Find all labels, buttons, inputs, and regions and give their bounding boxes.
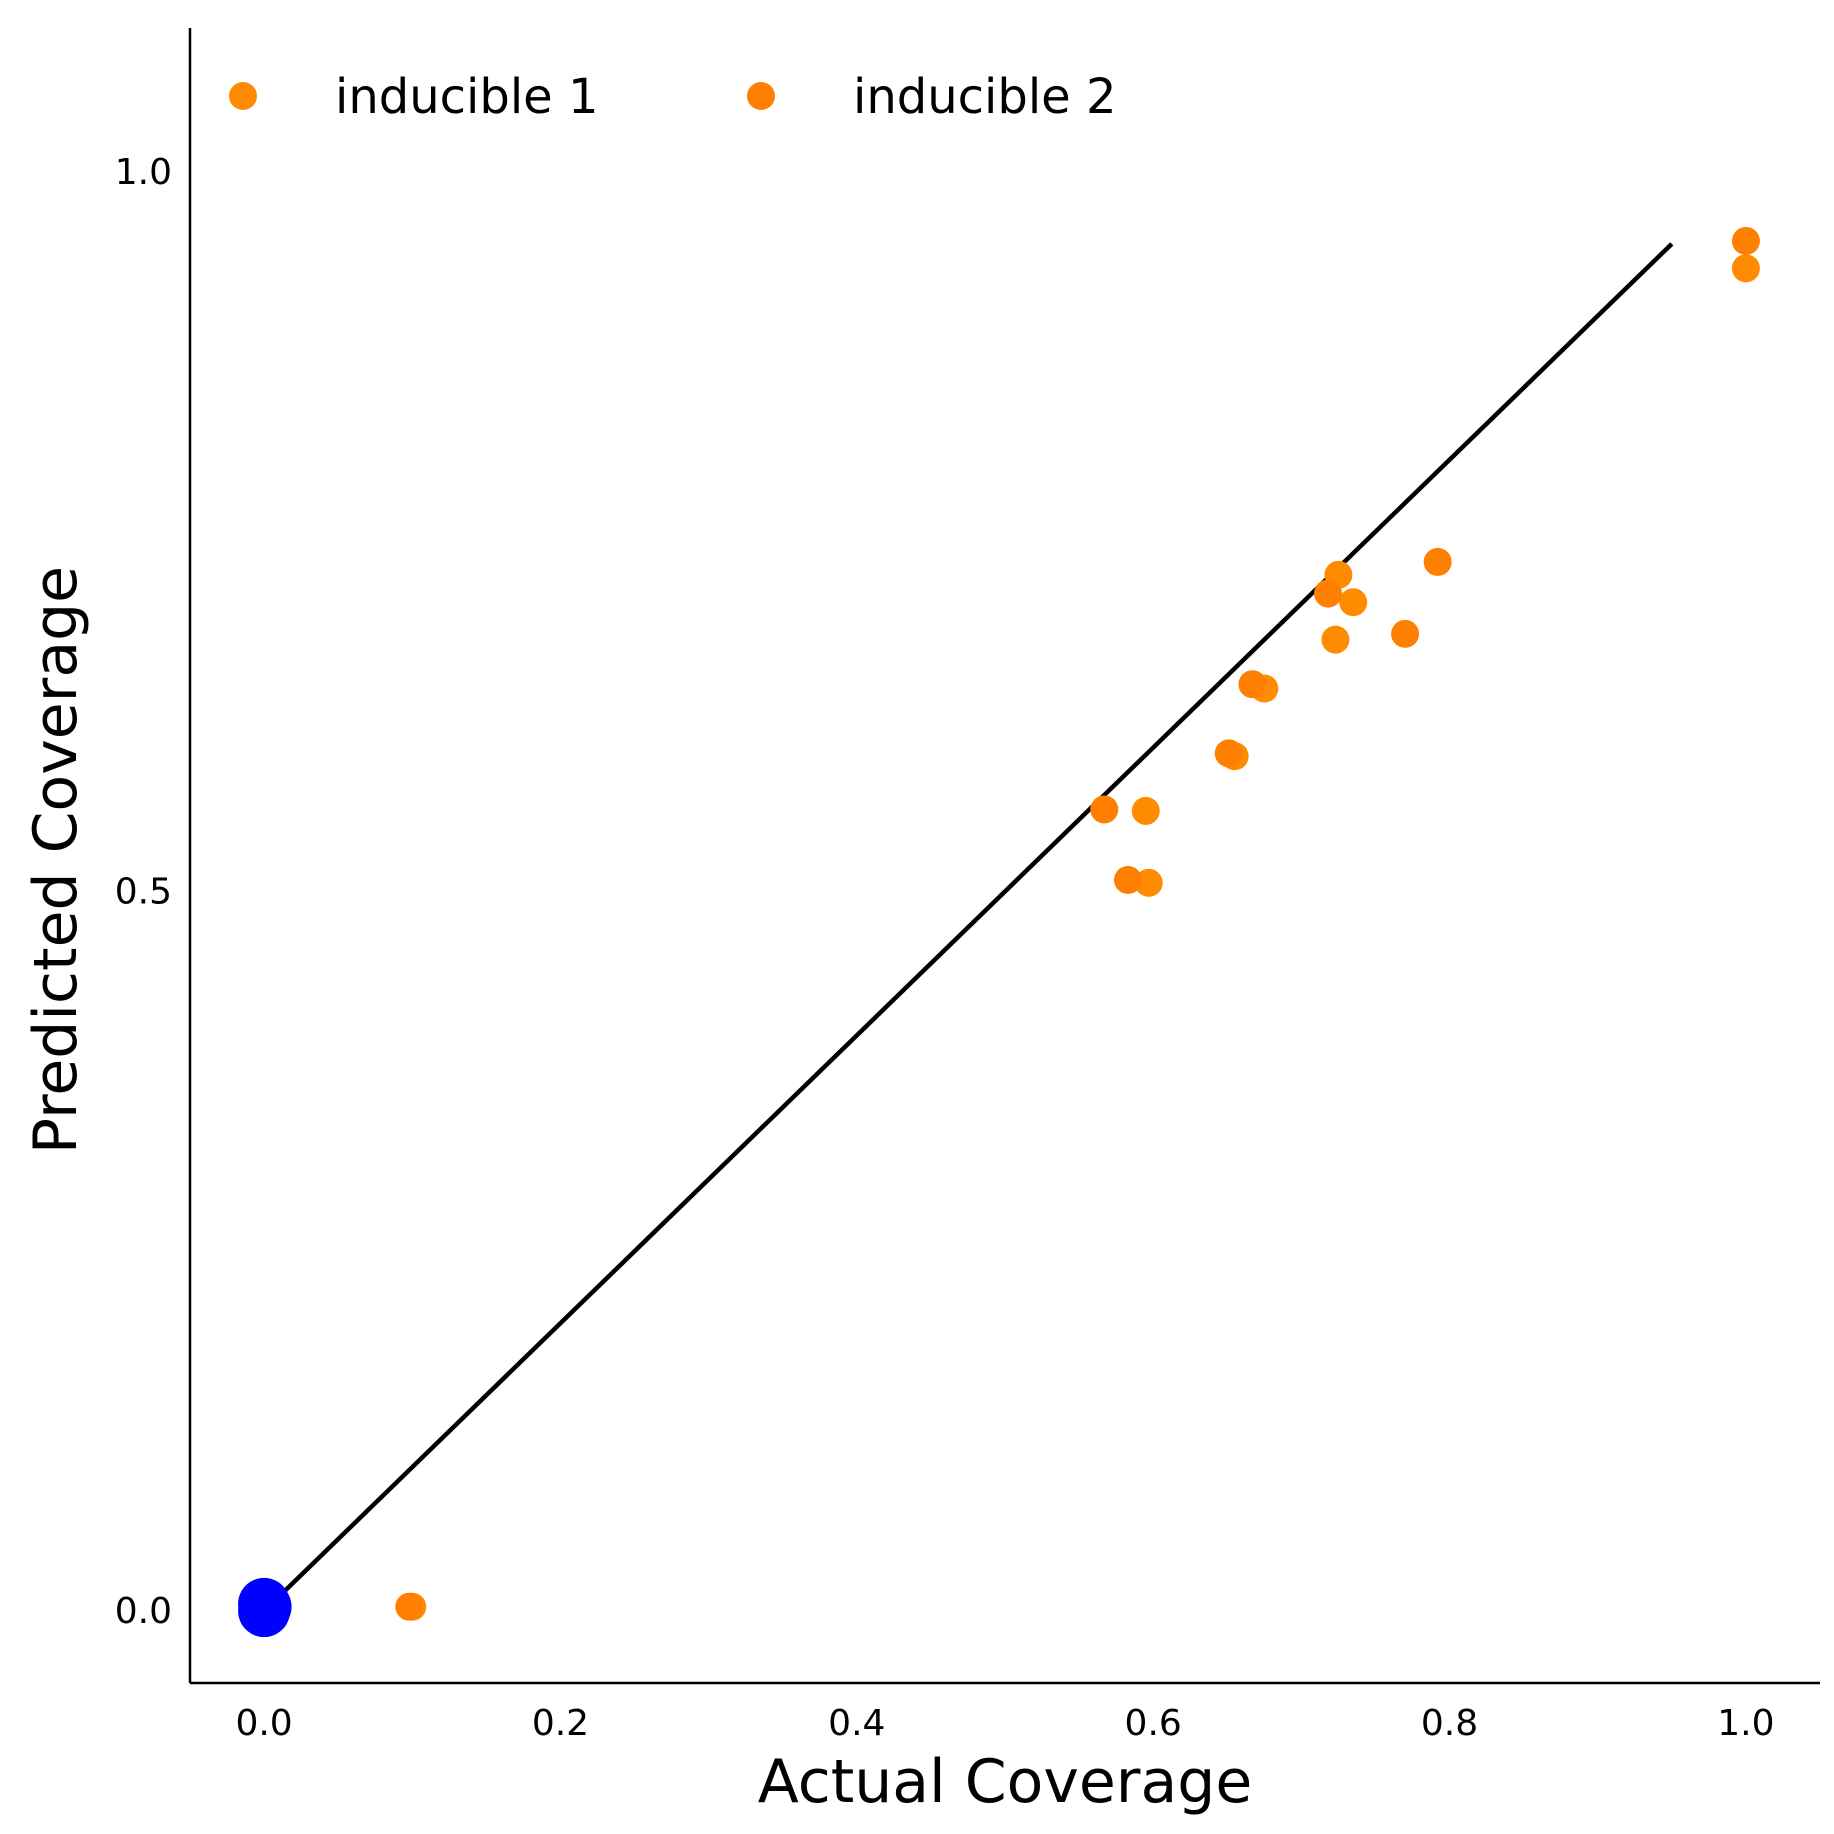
data-point bbox=[1238, 670, 1267, 699]
x-tick-label: 0.0 bbox=[235, 1703, 292, 1744]
data-point bbox=[1131, 796, 1160, 825]
legend-marker bbox=[229, 82, 257, 110]
data-point bbox=[1339, 588, 1368, 617]
data-point bbox=[1321, 625, 1350, 654]
reference-line-layer bbox=[262, 242, 1674, 1613]
x-tick-labels: 0.0 0.2 0.4 0.6 0.8 1.0 bbox=[235, 1703, 1774, 1744]
x-tick-label: 0.2 bbox=[532, 1703, 589, 1744]
data-point bbox=[1134, 868, 1163, 897]
y-tick-label: 0.5 bbox=[115, 871, 172, 912]
legend-marker bbox=[747, 82, 775, 110]
y-axis-label: Predicted Coverage bbox=[21, 566, 91, 1154]
y-tick-label: 0.0 bbox=[115, 1591, 172, 1632]
y-tick-labels: 0.0 0.5 1.0 bbox=[115, 152, 172, 1632]
data-point bbox=[395, 1592, 424, 1621]
y-tick-label: 1.0 bbox=[115, 152, 172, 193]
data-point bbox=[239, 1580, 292, 1633]
reference-line bbox=[262, 242, 1674, 1613]
legend-label: inducible 2 bbox=[853, 69, 1117, 125]
x-tick-label: 0.4 bbox=[828, 1703, 885, 1744]
plot-area: 0.0 0.2 0.4 0.6 0.8 1.0 0.0 0.5 1.0 bbox=[115, 28, 1820, 1744]
x-axis-label: Actual Coverage bbox=[758, 1747, 1253, 1817]
data-point bbox=[1731, 254, 1760, 283]
x-tick-label: 1.0 bbox=[1717, 1703, 1774, 1744]
points-layer bbox=[238, 226, 1760, 1638]
legend: inducible 1 inducible 2 bbox=[229, 69, 1117, 125]
data-point bbox=[1113, 865, 1142, 894]
data-point bbox=[1090, 795, 1119, 824]
legend-label: inducible 1 bbox=[335, 69, 599, 125]
data-point bbox=[1423, 547, 1452, 576]
data-point bbox=[1731, 226, 1760, 255]
x-tick-label: 0.8 bbox=[1421, 1703, 1478, 1744]
x-tick-label: 0.6 bbox=[1125, 1703, 1182, 1744]
data-point bbox=[1391, 619, 1420, 648]
data-point bbox=[1214, 739, 1243, 768]
data-point bbox=[1314, 579, 1343, 608]
